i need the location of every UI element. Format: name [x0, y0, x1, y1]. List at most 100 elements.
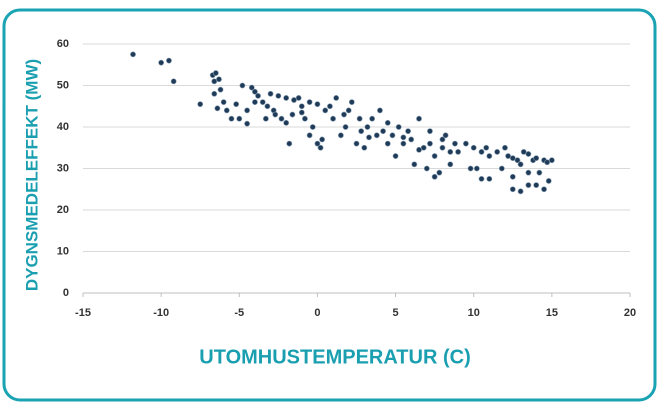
point [212, 70, 219, 76]
point [498, 165, 505, 172]
point [411, 161, 418, 168]
point [252, 88, 258, 95]
point [389, 132, 396, 139]
y-tick-label: 50 [57, 79, 69, 91]
point [380, 128, 386, 135]
point [217, 86, 224, 93]
point [494, 148, 501, 155]
point [295, 95, 302, 101]
y-tick-label: 20 [57, 204, 69, 216]
point [509, 186, 516, 193]
point [439, 136, 446, 143]
point [364, 124, 371, 130]
point [467, 165, 474, 172]
point [314, 140, 321, 147]
frame [2, 8, 657, 402]
y-tick-label: 0 [63, 287, 69, 299]
point [291, 97, 297, 103]
x-tick-label: 5 [393, 307, 399, 319]
point [306, 132, 313, 139]
point [514, 157, 521, 164]
point [502, 144, 508, 151]
point [345, 107, 352, 114]
point [302, 115, 308, 122]
point [278, 115, 285, 122]
point [369, 115, 376, 122]
point [130, 51, 136, 58]
x-tick-label: -10 [153, 307, 169, 319]
point [377, 107, 383, 114]
point [544, 159, 551, 166]
point [525, 182, 532, 188]
point [255, 92, 261, 99]
point [486, 175, 493, 182]
point [420, 144, 427, 151]
point [317, 144, 324, 151]
point [306, 99, 313, 105]
point [262, 115, 269, 122]
point [244, 107, 250, 114]
point [264, 103, 271, 110]
point [314, 101, 321, 108]
point [478, 175, 485, 182]
point [470, 144, 477, 151]
x-tick-label: 20 [624, 307, 636, 319]
x-tick-label: -5 [234, 307, 244, 319]
point [356, 115, 363, 122]
point [548, 157, 555, 164]
point [239, 82, 246, 89]
point [298, 109, 305, 116]
point [533, 155, 540, 162]
point [330, 115, 336, 122]
point [197, 101, 204, 108]
point [486, 153, 493, 159]
point [223, 107, 230, 114]
x-axis-title: UTOMHUSTEMPERATUR (C) [199, 346, 470, 368]
point [319, 136, 326, 143]
point [289, 111, 296, 118]
point [483, 144, 490, 151]
point [286, 140, 293, 147]
point [533, 182, 540, 188]
point [327, 103, 333, 110]
point [427, 128, 433, 135]
point [228, 115, 235, 122]
point [473, 165, 480, 172]
point [216, 76, 222, 83]
point [248, 84, 255, 91]
point [517, 161, 524, 168]
point [166, 57, 172, 64]
point [333, 95, 340, 101]
point [455, 148, 461, 155]
point [439, 144, 446, 151]
point [423, 165, 430, 172]
point [158, 59, 165, 66]
point [416, 146, 422, 153]
point [353, 140, 360, 147]
point [244, 120, 250, 127]
y-tick-label: 30 [57, 162, 69, 174]
point [211, 78, 218, 85]
point [400, 134, 407, 141]
y-tick-label: 10 [57, 245, 69, 257]
point [431, 173, 438, 180]
point [259, 99, 266, 105]
point [252, 99, 258, 105]
point [348, 99, 355, 105]
y-tick-label: 40 [57, 121, 69, 133]
point [509, 173, 516, 180]
point [283, 95, 290, 101]
point [541, 186, 547, 193]
point [236, 115, 243, 122]
point [358, 128, 365, 135]
point [520, 148, 527, 155]
point [536, 169, 543, 176]
point [478, 148, 485, 155]
point [525, 151, 532, 157]
point [431, 153, 438, 159]
point [545, 178, 552, 184]
point [392, 153, 399, 159]
point [384, 119, 391, 126]
point [400, 140, 407, 147]
